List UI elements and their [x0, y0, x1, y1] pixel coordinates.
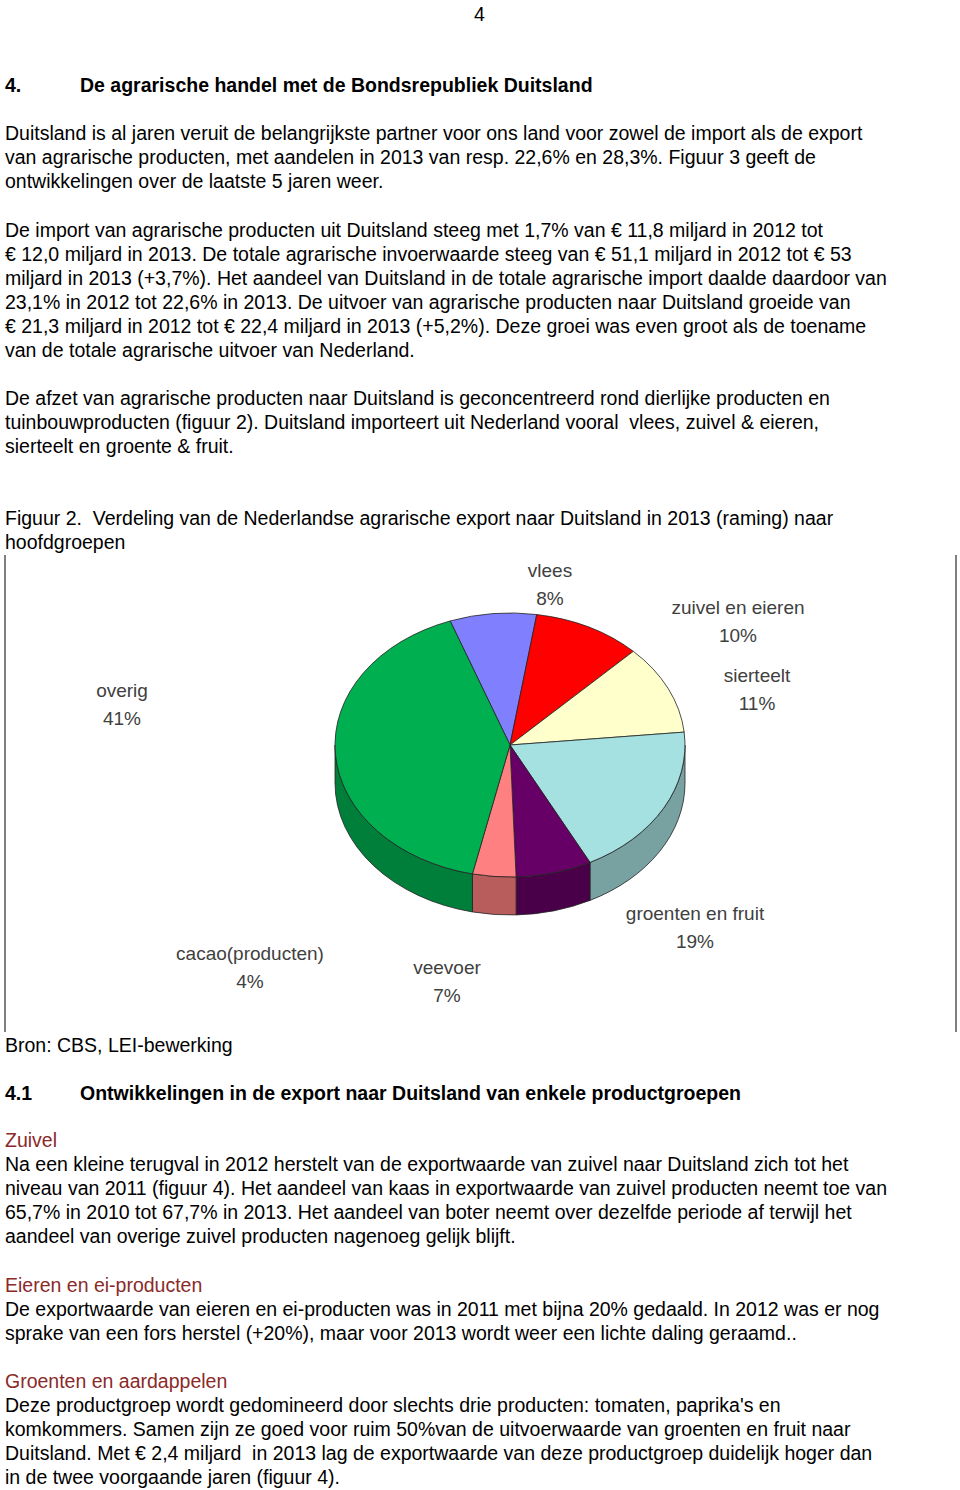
- pie-labels: vlees 8% zuivel en eieren 10% sierteelt 11% gr…: [96, 560, 804, 1006]
- page-number: 4: [474, 2, 485, 26]
- slice-name: sierteelt: [724, 665, 791, 686]
- subsection-line: sprake van een fors herstel (+20%), maar…: [5, 1321, 797, 1345]
- subsection-line: Deze productgroep wordt gedomineerd door…: [5, 1393, 781, 1417]
- paragraph-line: € 12,0 miljard in 2013. De totale agrari…: [5, 242, 852, 266]
- figure-frame: [5, 555, 6, 1032]
- section-title: Ontwikkelingen in de export naar Duitsla…: [80, 1081, 741, 1105]
- paragraph-line: 23,1% in 2012 tot 22,6% in 2013. De uitv…: [5, 290, 851, 314]
- slice-name: vlees: [528, 560, 572, 581]
- subsection-line: Duitsland. Met € 2,4 miljard in 2013 lag…: [5, 1441, 872, 1465]
- paragraph-line: sierteelt en groente & fruit.: [5, 434, 234, 458]
- subsection-line: niveau van 2011 (figuur 4). Het aandeel …: [5, 1176, 887, 1200]
- paragraph-line: tuinbouwproducten (figuur 2). Duitsland …: [5, 410, 819, 434]
- slice-percent: 10%: [719, 625, 757, 646]
- paragraph-line: Duitsland is al jaren veruit de belangri…: [5, 121, 862, 145]
- pie-slice-side: [472, 874, 516, 915]
- slice-name: zuivel en eieren: [671, 597, 804, 618]
- slice-percent: 8%: [536, 588, 564, 609]
- slice-percent: 11%: [739, 693, 776, 714]
- heading-number: 4.: [5, 73, 21, 97]
- paragraph-line: van de totale agrarische uitvoer van Ned…: [5, 338, 415, 362]
- subsection-line: aandeel van overige zuivel producten nag…: [5, 1224, 516, 1248]
- subsection-line: De exportwaarde van eieren en ei-product…: [5, 1297, 879, 1321]
- pie-slice: [510, 745, 590, 877]
- paragraph-line: De import van agrarische producten uit D…: [5, 218, 823, 242]
- slice-name: overig: [96, 680, 148, 701]
- subsection-title: Zuivel: [5, 1128, 57, 1152]
- subsection-line: 65,7% in 2010 tot 67,7% in 2013. Het aan…: [5, 1200, 852, 1224]
- pie-slice: [510, 651, 684, 745]
- paragraph-line: van agrarische producten, met aandelen i…: [5, 145, 816, 169]
- slice-percent: 4%: [236, 971, 264, 992]
- subsection-line: Na een kleine terugval in 2012 herstelt …: [5, 1152, 848, 1176]
- slice-name: groenten en fruit: [626, 903, 765, 924]
- subsection-title: Groenten en aardappelen: [5, 1369, 227, 1393]
- subsection-line: in de twee voorgaande jaren (figuur 4).: [5, 1465, 340, 1489]
- slice-name: cacao(producten): [176, 943, 324, 964]
- paragraph-line: € 21,3 miljard in 2012 tot € 22,4 miljar…: [5, 314, 866, 338]
- heading-title: De agrarische handel met de Bondsrepubli…: [80, 73, 593, 97]
- page: vlees 8% zuivel en eieren 10% sierteelt 11% gr…: [0, 0, 960, 1490]
- slice-percent: 7%: [433, 985, 461, 1006]
- paragraph-line: De afzet van agrarische producten naar D…: [5, 386, 830, 410]
- slice-percent: 41%: [103, 708, 141, 729]
- paragraph-line: ontwikkelingen over de laatste 5 jaren w…: [5, 169, 383, 193]
- figure-source: Bron: CBS, LEI-bewerking: [5, 1033, 233, 1057]
- pie-tops: [335, 613, 685, 877]
- slice-percent: 19%: [676, 931, 714, 952]
- subsection-line: komkommers. Samen zijn ze goed voor ruim…: [5, 1417, 850, 1441]
- figure-frame: [956, 555, 957, 1032]
- slice-name: veevoer: [413, 957, 481, 978]
- subsection-title: Eieren en ei-producten: [5, 1273, 202, 1297]
- pie-slice: [335, 621, 510, 874]
- section-number: 4.1: [5, 1081, 32, 1105]
- paragraph-line: miljard in 2013 (+3,7%). Het aandeel van…: [5, 266, 887, 290]
- figure-caption: hoofdgroepen: [5, 530, 125, 554]
- figure-caption: Figuur 2. Verdeling van de Nederlandse a…: [5, 506, 833, 530]
